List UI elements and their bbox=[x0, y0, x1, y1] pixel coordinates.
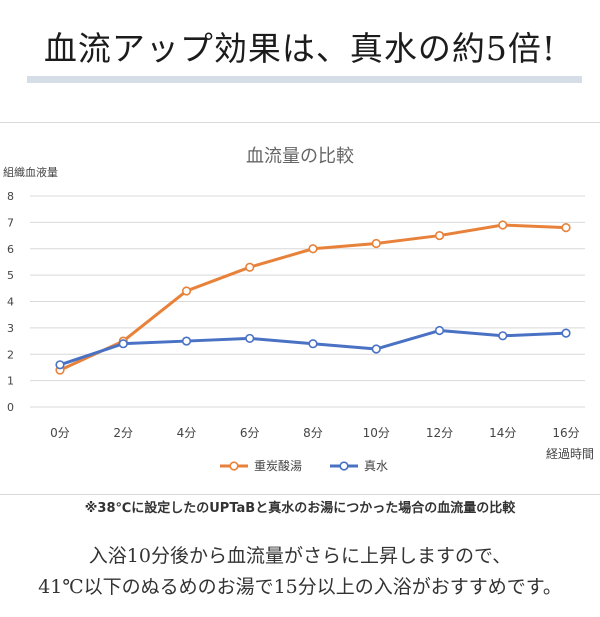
data-point-1 bbox=[561, 223, 571, 233]
data-point-2 bbox=[498, 331, 508, 341]
data-point-2 bbox=[245, 333, 255, 344]
y-tick-label: 8 bbox=[7, 190, 14, 203]
data-point-1 bbox=[434, 230, 445, 241]
y-tick-label: 3 bbox=[7, 322, 14, 335]
body-line-1: 入浴10分後から血流量がさらに上昇しますので、 bbox=[88, 545, 512, 567]
y-tick-label: 0 bbox=[7, 401, 14, 414]
x-tick-label: 2分 bbox=[113, 426, 133, 440]
data-point-1 bbox=[308, 244, 318, 254]
legend-label-2: 真水 bbox=[364, 459, 388, 473]
data-point-2 bbox=[308, 339, 318, 349]
x-tick-label: 16分 bbox=[552, 426, 579, 440]
data-point-2 bbox=[371, 344, 381, 354]
data-point-2 bbox=[561, 328, 571, 338]
chart-title: 血流量の比較 bbox=[246, 146, 354, 167]
data-point-1 bbox=[245, 262, 255, 272]
x-tick-label: 0分 bbox=[50, 426, 70, 440]
data-point-2 bbox=[434, 325, 445, 336]
legend-marker-2 bbox=[339, 461, 349, 471]
data-point-1 bbox=[498, 220, 508, 230]
x-tick-label: 12分 bbox=[426, 426, 453, 440]
body-line-2: 41℃以下のぬるめのお湯で15分以上の入浴がおすすめです。 bbox=[38, 576, 562, 598]
headline: 血流アップ効果は、真水の約5倍! bbox=[43, 29, 557, 68]
x-tick-label: 14分 bbox=[489, 426, 516, 440]
y-tick-label: 6 bbox=[7, 243, 14, 256]
legend-label-1: 重炭酸湯 bbox=[254, 458, 302, 473]
legend-marker-1 bbox=[229, 461, 239, 471]
data-point-1 bbox=[371, 238, 381, 249]
chart-caption: ※38℃に設定したのUPTaBと真水のお湯につかった場合の血流量の比較 bbox=[84, 501, 516, 516]
data-point-2 bbox=[181, 336, 192, 346]
y-tick-label: 1 bbox=[7, 375, 14, 388]
x-tick-label: 10分 bbox=[363, 426, 390, 440]
x-tick-label: 6分 bbox=[240, 426, 260, 440]
x-tick-label: 4分 bbox=[177, 426, 197, 440]
divider bbox=[27, 76, 582, 83]
chart-frame bbox=[0, 122, 600, 495]
data-point-2 bbox=[118, 339, 128, 349]
data-point-1 bbox=[181, 286, 192, 296]
y-tick-label: 5 bbox=[7, 269, 14, 282]
y-tick-label: 7 bbox=[7, 216, 14, 229]
x-axis-label: 経過時間 bbox=[546, 447, 594, 461]
x-tick-label: 8分 bbox=[303, 426, 323, 440]
y-axis-label: 組織血液量 bbox=[3, 165, 58, 179]
body-text: 入浴10分後から血流量がさらに上昇しますので、 41℃以下のぬるめのお湯で15分… bbox=[0, 541, 600, 603]
data-point-2 bbox=[55, 360, 65, 370]
y-tick-label: 2 bbox=[7, 348, 14, 361]
y-tick-label: 4 bbox=[7, 296, 14, 309]
